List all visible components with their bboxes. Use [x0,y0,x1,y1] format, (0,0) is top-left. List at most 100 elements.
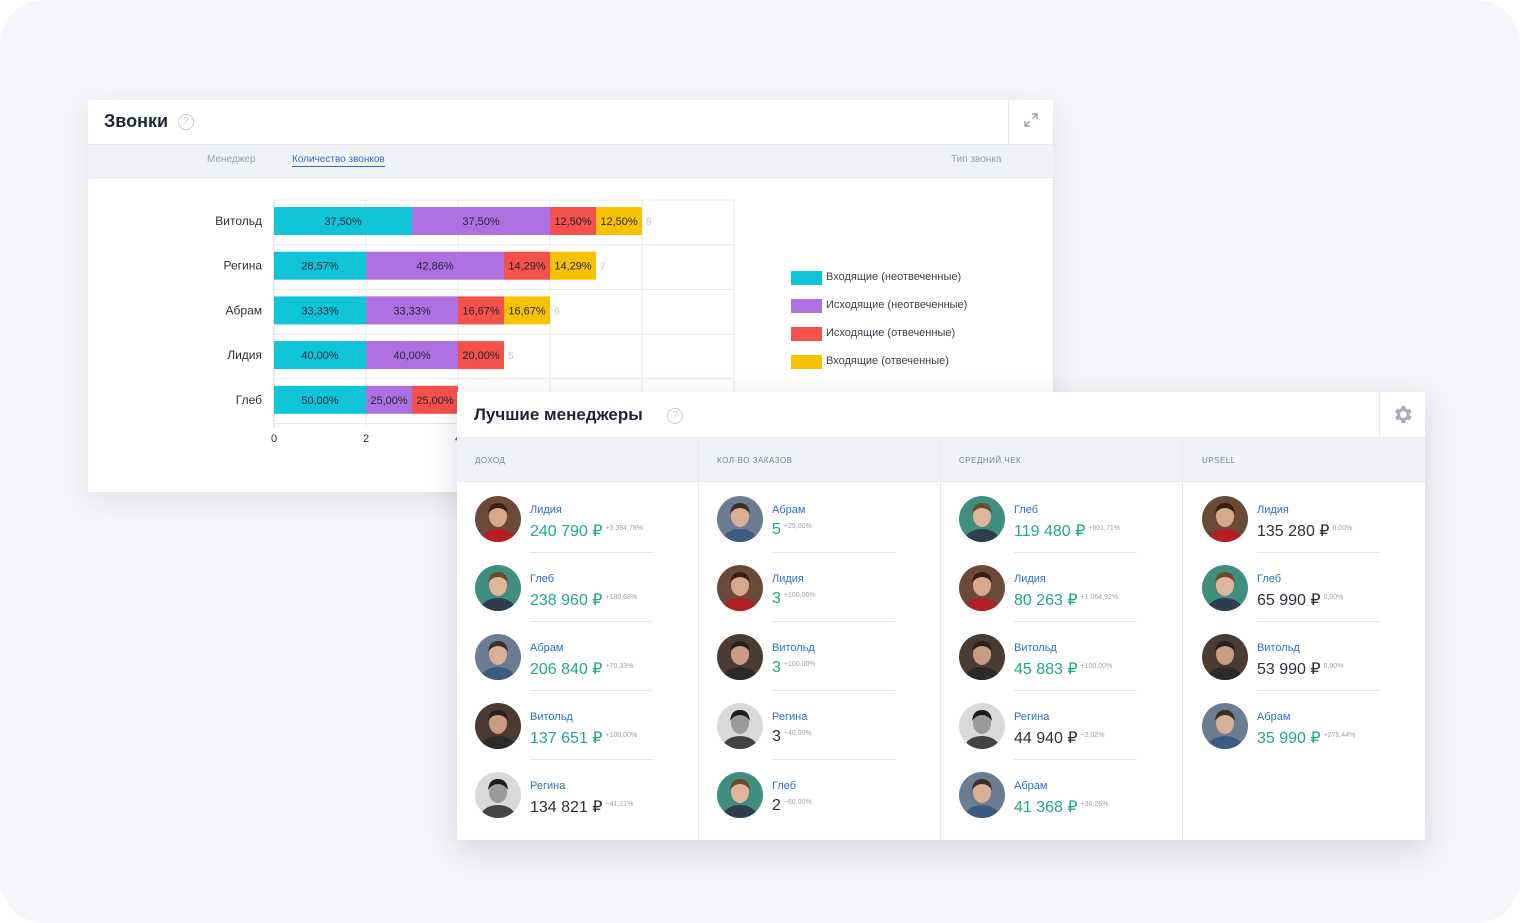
avatar[interactable] [959,772,1005,818]
avatar[interactable] [959,565,1005,611]
avatar[interactable] [1202,496,1248,542]
manager-row[interactable]: Витольд 53 990 ₽0,00% [1202,634,1443,703]
bar-segment[interactable] [504,251,550,280]
avatar[interactable] [475,634,521,680]
avatar[interactable] [717,772,763,818]
calls-widget: Звонки ? Менеджер Количество звонков Тип… [88,100,1053,492]
bar-data-label: 37,50% [324,216,362,228]
avatar[interactable] [717,634,763,680]
avatar[interactable] [1202,634,1248,680]
manager-row[interactable]: Абрам 35 990 ₽ +275,44% [1202,703,1443,772]
category-label: Витольд [215,214,262,228]
manager-name-link[interactable]: Витольд [1257,642,1300,654]
manager-row[interactable]: Глеб 238 960 ₽ +180,68% [475,565,716,634]
manager-delta: 0,00% [1323,663,1344,670]
manager-value-text: 5 [772,521,781,538]
manager-name-link[interactable]: Витольд [1014,642,1057,654]
manager-row[interactable]: Витольд 45 883 ₽ +100,00% [959,634,1200,703]
expand-button[interactable] [1008,100,1053,144]
bar-segment[interactable] [274,385,366,414]
manager-value: 240 790 ₽ +3 394,78% [530,521,643,541]
avatar[interactable] [1202,565,1248,611]
legend-label: Исходящие (неотвеченные) [826,299,968,311]
bar-segment[interactable] [550,251,596,280]
bar-segment[interactable] [550,207,596,235]
manager-value: 119 480 ₽ +601,71% [1014,521,1120,541]
bar-segment[interactable] [412,207,550,235]
avatar[interactable] [959,634,1005,680]
avatar[interactable] [475,703,521,749]
avatar[interactable] [717,703,763,749]
bar-segment[interactable] [412,385,458,414]
manager-name-link[interactable]: Витольд [772,642,815,654]
manager-name-link[interactable]: Глеб [1257,573,1282,585]
bar-data-label: 40,00% [393,350,431,362]
avatar[interactable] [1202,703,1248,749]
manager-row[interactable]: Регина 134 821 ₽ −41,21% [475,772,716,841]
manager-name-link[interactable]: Абрам [530,642,564,654]
bar-segment[interactable] [274,296,366,325]
manager-row[interactable]: Лидия 3 +100,00% [717,565,958,634]
column-header-orders: Кол-во заказов [717,456,793,465]
avatar-image [1202,565,1248,611]
bar-segment[interactable] [366,251,504,280]
manager-row[interactable]: Абрам 41 368 ₽ +36,26% [959,772,1200,841]
manager-name-link[interactable]: Глеб [1014,504,1039,516]
manager-name-link[interactable]: Глеб [772,780,797,792]
manager-name-link[interactable]: Регина [772,711,808,723]
bar-segment[interactable] [504,296,550,325]
filter-manager[interactable]: Менеджер [207,154,256,165]
bar-segment[interactable] [274,207,412,235]
bar-segment[interactable] [366,341,458,370]
manager-name-link[interactable]: Лидия [1257,504,1289,516]
bar-segment[interactable] [366,385,412,414]
avatar[interactable] [475,772,521,818]
manager-name-link[interactable]: Абрам [1257,711,1291,723]
avatar[interactable] [717,565,763,611]
help-icon[interactable]: ? [178,114,194,130]
avatar[interactable] [959,703,1005,749]
manager-name-link[interactable]: Абрам [1014,780,1048,792]
avatar-image [1202,496,1248,542]
manager-name-link[interactable]: Витольд [530,711,573,723]
filter-call-count[interactable]: Количество звонков [292,154,385,167]
bar-segment[interactable] [366,296,458,325]
manager-name-link[interactable]: Глеб [530,573,555,585]
avatar[interactable] [959,496,1005,542]
manager-row[interactable]: Регина 44 940 ₽ −2,02% [959,703,1200,772]
settings-button[interactable] [1379,392,1425,437]
bar-segment[interactable] [458,296,504,325]
manager-value-text: 240 790 ₽ [530,523,603,540]
avatar[interactable] [475,496,521,542]
bar-segment[interactable] [274,251,366,280]
manager-row[interactable]: Глеб 65 990 ₽0,00% [1202,565,1443,634]
manager-name-link[interactable]: Регина [530,780,566,792]
manager-row[interactable]: Лидия 80 263 ₽ +1 064,92% [959,565,1200,634]
bar-segment[interactable] [596,207,642,235]
bar-segment[interactable] [458,341,504,370]
manager-row[interactable]: Глеб 2 −60,00% [717,772,958,841]
avatar[interactable] [717,496,763,542]
filter-call-type[interactable]: Тип звонка [951,154,1002,165]
manager-row[interactable]: Абрам 206 840 ₽ +70,33% [475,634,716,703]
row-divider [530,759,653,760]
help-icon[interactable]: ? [667,408,683,424]
manager-row[interactable]: Абрам 5 +25,00% [717,496,958,565]
manager-row[interactable]: Глеб 119 480 ₽ +601,71% [959,496,1200,565]
manager-name-link[interactable]: Абрам [772,504,806,516]
avatar[interactable] [475,565,521,611]
manager-value-text: 238 960 ₽ [530,592,603,609]
manager-row[interactable]: Регина 3 −40,00% [717,703,958,772]
manager-delta: −60,00% [783,799,812,806]
manager-row[interactable]: Лидия 135 280 ₽0,00% [1202,496,1443,565]
calls-title: Звонки [104,111,169,131]
manager-name-link[interactable]: Регина [1014,711,1050,723]
manager-row[interactable]: Лидия 240 790 ₽ +3 394,78% [475,496,716,565]
bar-segment[interactable] [274,341,366,370]
manager-row[interactable]: Витольд 137 651 ₽ +100,00% [475,703,716,772]
manager-name-link[interactable]: Лидия [772,573,804,585]
manager-row[interactable]: Витольд 3 +100,00% [717,634,958,703]
manager-name-link[interactable]: Лидия [1014,573,1046,585]
manager-name-link[interactable]: Лидия [530,504,562,516]
